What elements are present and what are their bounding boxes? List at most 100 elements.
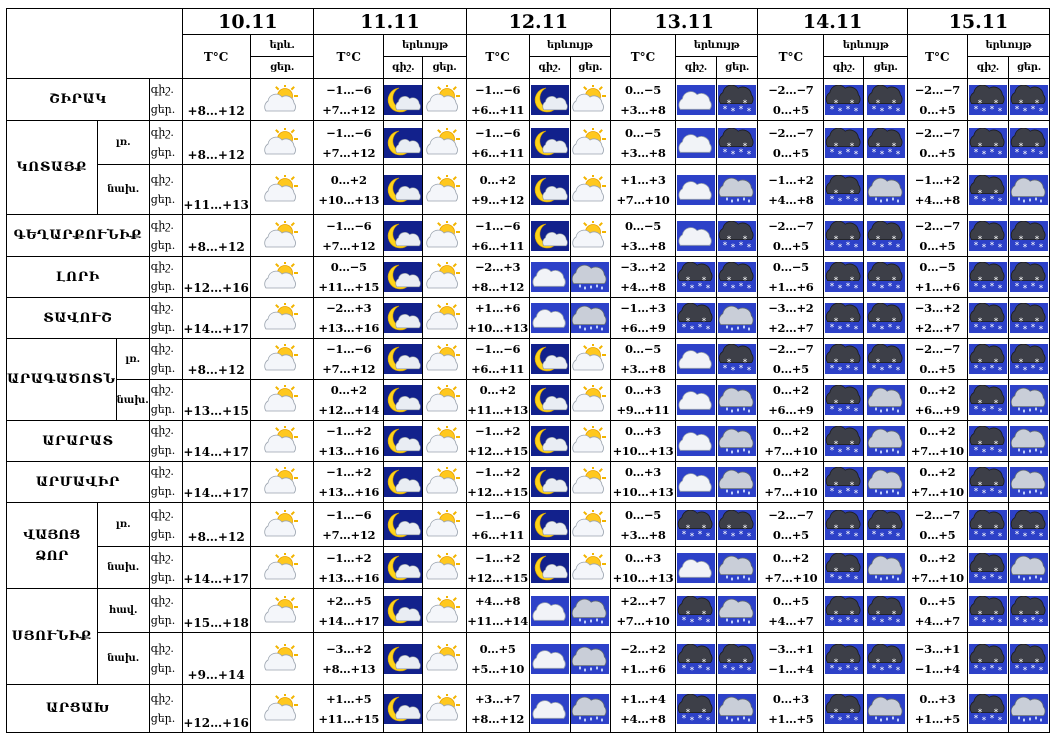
- day-label: ցեր.: [150, 444, 176, 457]
- svg-text:*: *: [706, 666, 711, 674]
- rain-cloud-icon: [569, 256, 612, 298]
- svg-text:*: *: [982, 325, 987, 333]
- svg-text:*: *: [998, 666, 1003, 674]
- svg-text:*: *: [895, 366, 900, 374]
- svg-text:*: *: [982, 575, 987, 583]
- rain-cloud-icon: [569, 684, 612, 733]
- svg-text:*: *: [1015, 364, 1020, 374]
- snow-cloud-icon: * * * * * *: [863, 214, 908, 257]
- cloud-icon: [528, 588, 571, 633]
- temperature-range: −1…−6 +6…+11: [465, 78, 530, 121]
- svg-text:*: *: [990, 487, 995, 497]
- svg-text:*: *: [830, 446, 835, 456]
- sun-cloud-icon: [249, 546, 315, 589]
- night-temperature: +2…+5: [326, 593, 372, 608]
- svg-text:*: *: [974, 241, 979, 251]
- day-label: ցեր.: [150, 145, 176, 159]
- day-temperature: +11…+14: [467, 613, 528, 628]
- svg-text:*: *: [994, 481, 999, 491]
- night-temperature: −2…+3: [474, 260, 521, 274]
- svg-text:*: *: [727, 142, 732, 152]
- svg-text:*: *: [1019, 235, 1024, 245]
- svg-text:*: *: [891, 658, 896, 668]
- night-temperature: +2…+7: [620, 593, 666, 608]
- svg-text:*: *: [846, 616, 851, 626]
- day-temperature: −1…+4: [768, 661, 814, 676]
- night-label: գիշ.: [150, 301, 174, 314]
- rain-cloud-icon: [1007, 164, 1050, 215]
- svg-text:*: *: [1023, 532, 1028, 540]
- day-temperature: +12…+15: [467, 444, 528, 458]
- svg-text:*: *: [990, 573, 995, 583]
- svg-text:*: *: [1015, 105, 1020, 115]
- cloud-icon: [528, 256, 571, 298]
- svg-text:*: *: [739, 364, 744, 374]
- region-row: նախ. գիշ. ցեր. +14…+17 −1…+2 +13…+16 −1…+2 +12……: [7, 546, 1050, 589]
- svg-text:*: *: [838, 448, 843, 456]
- svg-text:*: *: [974, 105, 979, 115]
- svg-text:*: *: [879, 243, 884, 251]
- night-temperature: −2…−7: [768, 82, 814, 97]
- svg-text:*: *: [854, 532, 859, 540]
- night-label: գիշ.: [150, 465, 174, 478]
- phenomenon-header: երևույթ: [383, 34, 467, 57]
- temperature-range: −3…+1 −1…+4: [757, 632, 825, 685]
- svg-text:*: *: [1039, 618, 1044, 626]
- svg-text:*: *: [686, 317, 691, 327]
- night-temperature: −1…−6: [326, 507, 372, 522]
- temperature-range: −1…+2 +4…+8: [757, 164, 825, 215]
- night-temperature: −1…−6: [326, 125, 372, 140]
- sun-cloud-icon: [249, 214, 315, 257]
- subregion-label: լռ.: [96, 120, 150, 165]
- svg-text:*: *: [723, 664, 728, 674]
- svg-text:*: *: [1031, 664, 1036, 674]
- svg-text:*: *: [834, 524, 839, 534]
- svg-text:*: *: [743, 235, 748, 245]
- day-temperature: +3…+8: [620, 102, 666, 117]
- svg-text:*: *: [850, 142, 855, 152]
- night-label: գիշ.: [150, 424, 174, 437]
- day-label: ցեր.: [150, 527, 176, 541]
- night-label: գիշ.: [150, 82, 174, 96]
- temperature-range: 0…+2 +9…+12: [465, 164, 530, 215]
- sun-cloud-icon: [422, 338, 467, 380]
- svg-text:*: *: [743, 142, 748, 152]
- night-temperature: −1…+2: [326, 465, 372, 479]
- night-temperature: −2…+3: [326, 301, 372, 315]
- night-day-labels: գիշ. ցեր.: [148, 461, 183, 503]
- day-temperature: +5…+10: [471, 661, 525, 676]
- svg-text:*: *: [854, 716, 859, 724]
- subregion-label: լռ.: [96, 502, 150, 547]
- night-temperature: 0…+2: [479, 383, 516, 397]
- subregion-label: հավ.: [96, 588, 150, 633]
- svg-text:*: *: [871, 105, 876, 115]
- svg-text:*: *: [990, 664, 995, 674]
- svg-text:*: *: [895, 618, 900, 626]
- svg-text:*: *: [879, 618, 884, 626]
- svg-text:*: *: [895, 243, 900, 251]
- svg-text:*: *: [1039, 666, 1044, 674]
- svg-text:*: *: [743, 276, 748, 286]
- temperature-range: −3…+2 +2…+7: [757, 297, 825, 339]
- day-temperature: +4…+7: [914, 613, 961, 628]
- temperature-range: 0…+5 +5…+10: [465, 632, 530, 685]
- svg-text:*: *: [891, 317, 896, 327]
- cloud-icon: [674, 546, 717, 589]
- day-temperature: +4…+8: [620, 280, 666, 294]
- temperature-range: +8…+12: [181, 338, 251, 380]
- snow-cloud-icon: * * * * * *: [823, 256, 865, 298]
- svg-text:*: *: [1039, 150, 1044, 158]
- svg-text:*: *: [682, 323, 687, 333]
- svg-text:*: *: [834, 189, 839, 199]
- svg-text:*: *: [974, 148, 979, 158]
- night-temperature: 0…+2: [330, 383, 367, 397]
- snow-cloud-icon: * * * * * *: [1007, 120, 1050, 165]
- temperature-range: −1…−6 +7…+12: [313, 120, 385, 165]
- temperature-range: 0…+5 +4…+7: [757, 588, 825, 633]
- moon-icon: [383, 256, 424, 298]
- svg-text:*: *: [727, 235, 732, 245]
- svg-text:*: *: [1039, 532, 1044, 540]
- svg-text:*: *: [994, 276, 999, 286]
- svg-text:*: *: [838, 716, 843, 724]
- svg-text:*: *: [974, 323, 979, 333]
